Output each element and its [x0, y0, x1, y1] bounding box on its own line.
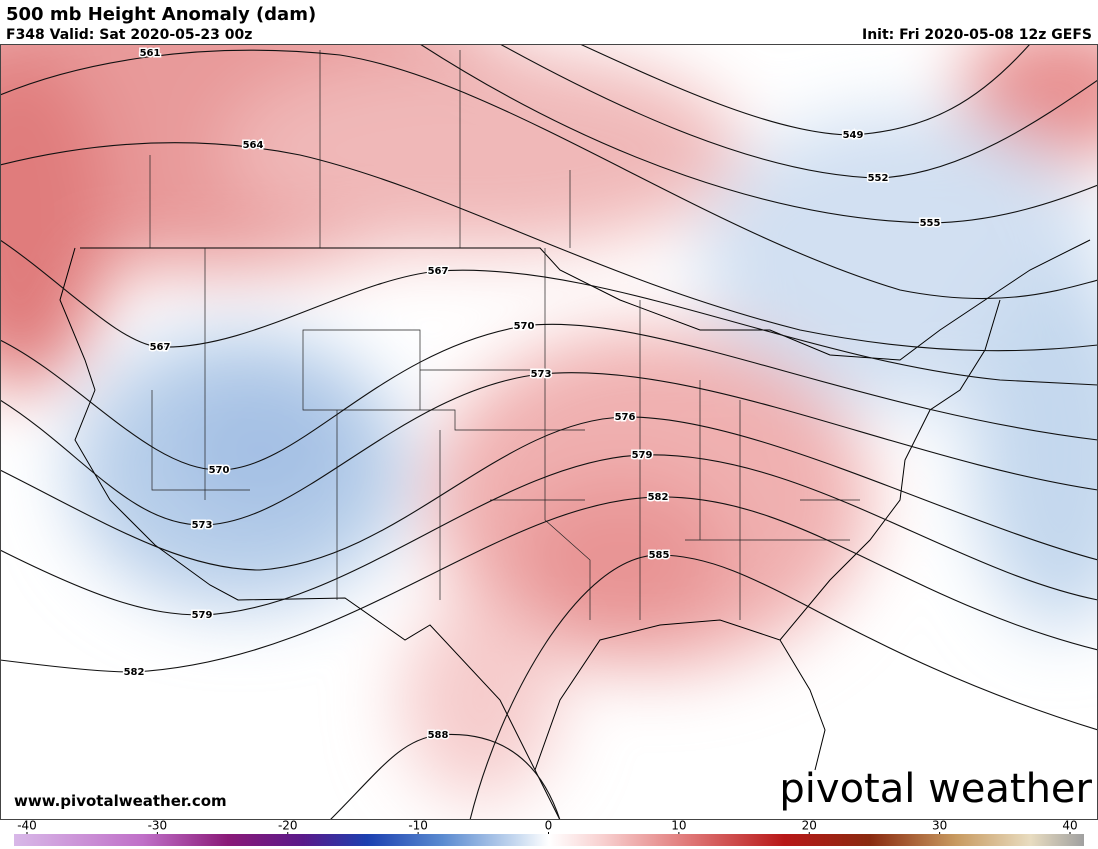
contour-label: 570: [514, 321, 535, 332]
contour-line: [0, 416, 1098, 571]
colorbar-gradient: [14, 834, 1084, 846]
contour-label: 564: [243, 140, 264, 151]
contour-labels: 561 564 567 567 570 570 573 573 576 579 …: [122, 47, 942, 743]
contour-label: 570: [209, 465, 230, 476]
anomaly-shading: [0, 44, 1098, 800]
website: www.pivotalweather.com: [14, 792, 227, 810]
contour-line: [419, 44, 1098, 224]
colorbar-tick-label: 10: [671, 819, 686, 833]
contour-line: [0, 239, 1098, 386]
borders: [59, 50, 1091, 820]
colorbar-tick-label: -30: [148, 819, 168, 833]
us-canada-border: [80, 239, 1091, 361]
colorbar-tick-label: 30: [932, 819, 947, 833]
contour-label: 555: [920, 218, 941, 229]
east-coast: [779, 299, 1001, 641]
contour-label: 585: [649, 550, 670, 561]
contour-label: 588: [428, 730, 449, 741]
colorbar-tick-label: -10: [408, 819, 428, 833]
init-time: Init: Fri 2020-05-08 12z GEFS: [862, 27, 1092, 43]
colorbar-tick-label: -20: [278, 819, 298, 833]
valid-time: F348 Valid: Sat 2020-05-23 00z: [6, 27, 252, 43]
us-mexico-border: [74, 389, 561, 820]
contour-label: 582: [124, 667, 145, 678]
contour-label: 579: [192, 610, 213, 621]
contour-label: 576: [615, 412, 636, 423]
contour-line: [0, 49, 1098, 300]
contour-line: [499, 44, 1098, 179]
colorbar-tick-label: -40: [17, 819, 37, 833]
title: 500 mb Height Anomaly (dam): [6, 4, 316, 25]
contour-label: 573: [531, 369, 552, 380]
contour-label: 567: [428, 266, 449, 277]
contour-label: 582: [648, 492, 669, 503]
colorbar-tick-label: 40: [1062, 819, 1077, 833]
west-coast: [59, 247, 96, 391]
contour-label: 552: [868, 173, 889, 184]
contour-line: [329, 733, 561, 820]
colorbar-tick-label: 0: [545, 819, 553, 833]
logo: pivotal weather: [779, 766, 1092, 812]
colorbar-tick-label: 20: [802, 819, 817, 833]
state-lines: [149, 50, 860, 620]
contour-line: [0, 496, 1098, 673]
map: 561 564 567 567 570 570 573 573 576 579 …: [0, 44, 1098, 820]
contour-label: 567: [150, 342, 171, 353]
contours: [0, 44, 1098, 820]
contour-label: 561: [140, 48, 161, 59]
contour-line: [469, 554, 1098, 820]
contour-label: 549: [843, 130, 864, 141]
contour-line: [579, 44, 1031, 136]
contour-line: [0, 454, 1098, 616]
contour-label: 573: [192, 520, 213, 531]
contour-label: 579: [632, 450, 653, 461]
contour-line: [0, 142, 1098, 352]
contour-line: [0, 323, 1098, 471]
colorbar: -40 -30 -20 -10 0 10 20 30 40: [14, 819, 1084, 846]
contour-line: [0, 372, 1098, 526]
gulf-coast: [534, 619, 826, 771]
